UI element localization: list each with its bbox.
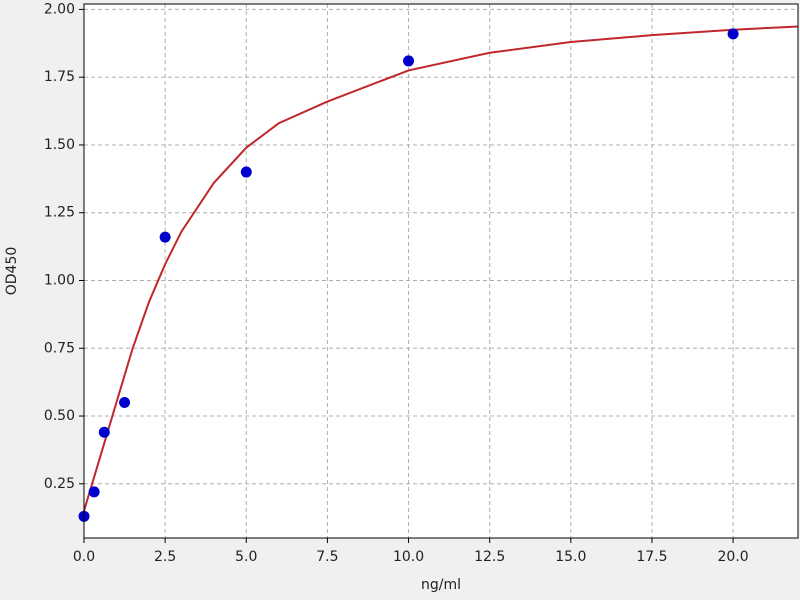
x-tick-label: 0.0 [73,549,95,565]
y-tick-label: 0.25 [44,476,75,492]
x-tick-label: 15.0 [555,549,586,565]
x-tick-label: 5.0 [235,549,257,565]
y-tick-label: 1.25 [44,205,75,221]
x-tick-label: 12.5 [474,549,505,565]
data-point [88,486,100,498]
data-point [403,55,415,67]
x-axis-label: ng/ml [421,577,461,593]
y-tick-label: 2.00 [44,1,75,17]
x-tick-label: 10.0 [393,549,424,565]
y-tick-label: 0.75 [44,340,75,356]
x-tick-label: 2.5 [154,549,176,565]
data-point [727,28,739,40]
data-point [119,396,131,408]
data-point [98,426,110,438]
x-tick-label: 7.5 [316,549,338,565]
y-tick-label: 1.50 [44,137,75,153]
x-tick-label: 17.5 [636,549,667,565]
plot-area [84,4,798,538]
fit-curve [83,25,799,512]
x-tick-label: 20.0 [718,549,749,565]
y-tick-label: 1.75 [44,69,75,85]
data-point [240,166,252,178]
y-tick-label: 0.50 [44,408,75,424]
data-point [159,231,171,243]
plot-frame [83,3,799,539]
y-tick-label: 1.00 [44,272,75,288]
y-axis-label: OD450 [4,247,20,296]
